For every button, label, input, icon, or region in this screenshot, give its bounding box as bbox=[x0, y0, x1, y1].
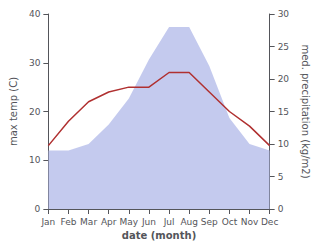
svg-text:max temp (C): max temp (C) bbox=[8, 77, 19, 146]
svg-text:0: 0 bbox=[35, 204, 41, 214]
svg-text:Jul: Jul bbox=[163, 217, 175, 227]
svg-text:Mar: Mar bbox=[80, 217, 97, 227]
svg-text:Feb: Feb bbox=[61, 217, 77, 227]
svg-text:Sep: Sep bbox=[201, 217, 218, 227]
svg-text:10: 10 bbox=[29, 155, 41, 165]
svg-text:20: 20 bbox=[29, 107, 41, 117]
svg-text:5: 5 bbox=[278, 172, 284, 182]
svg-text:15: 15 bbox=[278, 107, 289, 117]
svg-text:25: 25 bbox=[278, 42, 289, 52]
svg-text:30: 30 bbox=[29, 58, 41, 68]
svg-text:date (month): date (month) bbox=[122, 230, 196, 241]
svg-text:0: 0 bbox=[278, 204, 284, 214]
svg-text:Jan: Jan bbox=[40, 217, 55, 227]
svg-text:Apr: Apr bbox=[101, 217, 117, 227]
svg-text:Nov: Nov bbox=[241, 217, 259, 227]
svg-text:Dec: Dec bbox=[261, 217, 278, 227]
svg-text:10: 10 bbox=[278, 139, 290, 149]
svg-text:30: 30 bbox=[278, 9, 290, 19]
svg-text:May: May bbox=[120, 217, 139, 227]
svg-text:Oct: Oct bbox=[222, 217, 238, 227]
svg-text:20: 20 bbox=[278, 74, 290, 84]
svg-text:Jun: Jun bbox=[141, 217, 156, 227]
svg-text:40: 40 bbox=[29, 9, 41, 19]
svg-text:Aug: Aug bbox=[180, 217, 198, 227]
svg-text:med. precipitation (kg/m2): med. precipitation (kg/m2) bbox=[300, 44, 311, 178]
